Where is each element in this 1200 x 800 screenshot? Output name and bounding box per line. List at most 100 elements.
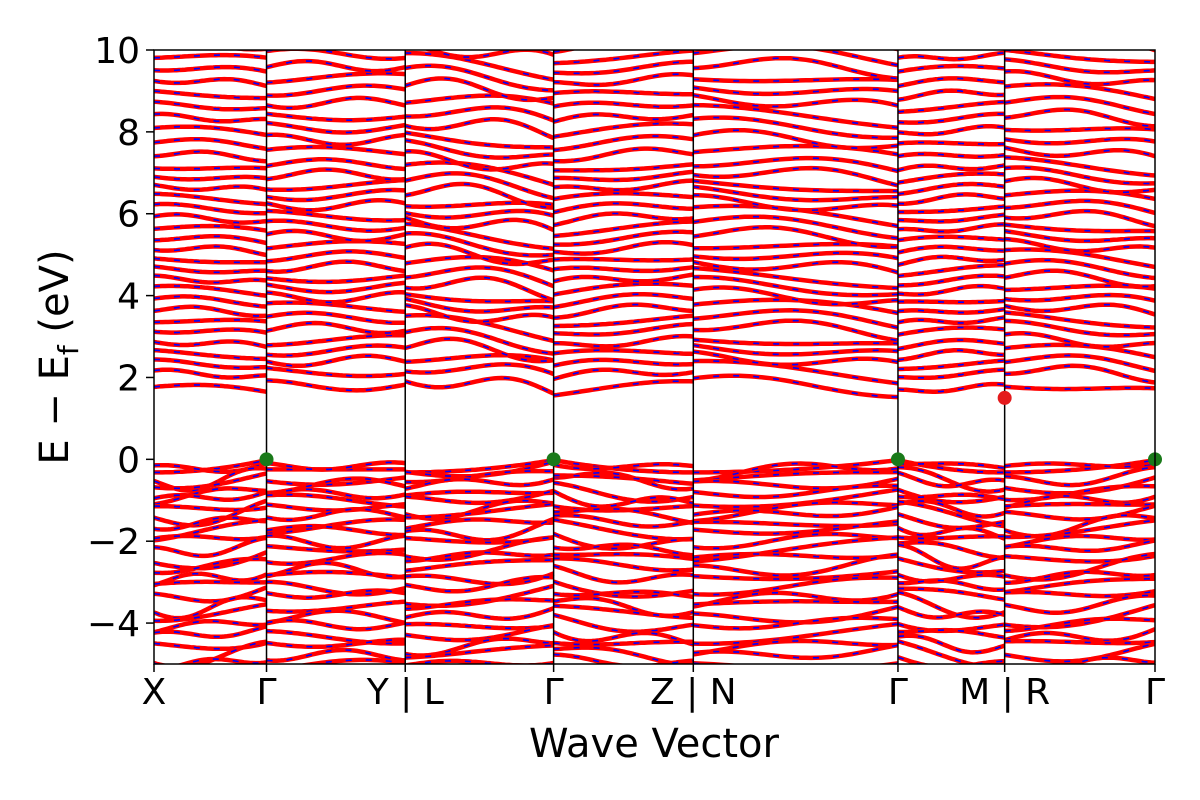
vbm-marker <box>259 452 274 467</box>
band-spin-down <box>553 557 694 572</box>
band-spin-down <box>405 106 554 122</box>
band-spin-up <box>154 294 267 309</box>
extrema-markers <box>259 390 1162 467</box>
band-spin-down <box>1004 230 1155 242</box>
band-spin-down <box>693 167 899 187</box>
band-spin-down <box>693 86 899 95</box>
band-spin-down <box>405 518 554 530</box>
band-spin-down <box>693 553 899 559</box>
band-spin-down <box>405 490 554 497</box>
band-spin-down <box>1004 344 1155 358</box>
band-spin-up <box>897 50 1005 62</box>
band-spin-down <box>1004 519 1155 538</box>
band-spin-down <box>553 565 694 584</box>
band-spin-down <box>409 660 554 664</box>
band-spin-down <box>405 624 554 641</box>
band-spin-down <box>266 312 406 324</box>
band-spin-down <box>553 212 694 226</box>
band-spin-down <box>553 368 694 380</box>
band-spin-up <box>897 590 1006 620</box>
band-spin-down <box>1004 108 1155 128</box>
band-spin-down <box>405 518 554 542</box>
band-spin-down <box>553 349 694 355</box>
band-spin-down <box>693 194 899 211</box>
band-spin-down <box>693 617 899 630</box>
band-spin-up <box>897 99 1005 115</box>
band-spin-down <box>1004 223 1155 232</box>
band-spin-down <box>693 600 899 606</box>
band-spin-down <box>693 261 899 274</box>
band-spin-down <box>693 570 899 580</box>
band-spin-down <box>266 168 406 181</box>
band-spin-down <box>1004 146 1155 157</box>
cbm-marker <box>997 390 1012 405</box>
band-spin-down <box>1004 466 1155 486</box>
band-spin-down <box>553 73 694 86</box>
band-spin-up <box>898 578 1005 593</box>
band-spin-up <box>154 201 267 216</box>
band-spin-down <box>553 591 694 598</box>
band-spin-up <box>898 273 1005 288</box>
band-spin-down <box>405 644 554 659</box>
band-spin-down <box>405 559 554 572</box>
band-spin-down <box>693 501 899 522</box>
band-spin-down <box>266 301 406 313</box>
band-spin-up <box>154 339 268 350</box>
x-tick-label: Γ <box>544 672 564 713</box>
band-spin-down <box>553 553 694 560</box>
band-spin-down <box>266 518 406 535</box>
band-spin-down <box>1004 200 1155 214</box>
band-spin-up <box>154 357 267 370</box>
y-tick-label: 4 <box>117 277 140 318</box>
band-spin-up <box>423 50 555 60</box>
band-spin-down <box>405 243 554 265</box>
band-spin-down <box>553 163 694 172</box>
band-spin-down <box>553 597 694 617</box>
band-spin-down <box>1004 503 1155 508</box>
y-tick-label: −2 <box>87 522 140 563</box>
band-spin-up <box>154 327 267 335</box>
band-spin-up <box>896 525 1006 541</box>
band-spin-down <box>553 61 694 75</box>
x-tick-label: Γ <box>888 672 908 713</box>
band-spin-down <box>553 459 694 474</box>
band-spin-down <box>1004 210 1155 227</box>
band-spin-down <box>266 545 406 553</box>
band-spin-up <box>897 556 1005 575</box>
band-spin-down <box>266 274 406 283</box>
band-spin-up <box>154 486 267 507</box>
band-spin-up <box>154 602 267 624</box>
band-spin-down <box>266 638 406 648</box>
band-spin-down <box>266 179 406 191</box>
band-spin-down <box>693 576 899 596</box>
band-spin-down <box>693 520 899 535</box>
band-spin-up <box>897 244 1005 255</box>
band-spin-down <box>553 518 694 541</box>
band-spin-down <box>693 145 899 156</box>
band-spin-down <box>405 314 554 342</box>
band-spin-down <box>1004 539 1155 552</box>
band-spin-down <box>1004 640 1155 644</box>
band-spin-down <box>693 243 899 250</box>
band-spin-down <box>693 350 899 366</box>
band-spin-down <box>693 338 899 345</box>
band-spin-down <box>553 323 694 336</box>
band-spin-down <box>1004 476 1155 495</box>
band-spin-down <box>266 219 406 232</box>
band-spin-down <box>404 77 554 101</box>
band-spin-down <box>693 344 899 356</box>
band-spin-down <box>553 241 694 255</box>
band-spin-up <box>897 542 1006 571</box>
band-spin-down <box>693 157 899 172</box>
band-spin-down <box>1004 643 1155 663</box>
band-spin-up <box>897 655 1005 664</box>
band-spin-down <box>405 551 554 562</box>
band-spin-up <box>897 88 1005 103</box>
band-spin-up <box>897 124 1006 137</box>
band-spin-down <box>553 646 683 664</box>
band-spin-down <box>553 463 694 470</box>
band-spin-up <box>154 533 267 542</box>
band-spin-up <box>897 222 1005 234</box>
band-spin-down <box>693 104 899 129</box>
y-axis-title: E − Ef (eV) <box>32 249 85 464</box>
